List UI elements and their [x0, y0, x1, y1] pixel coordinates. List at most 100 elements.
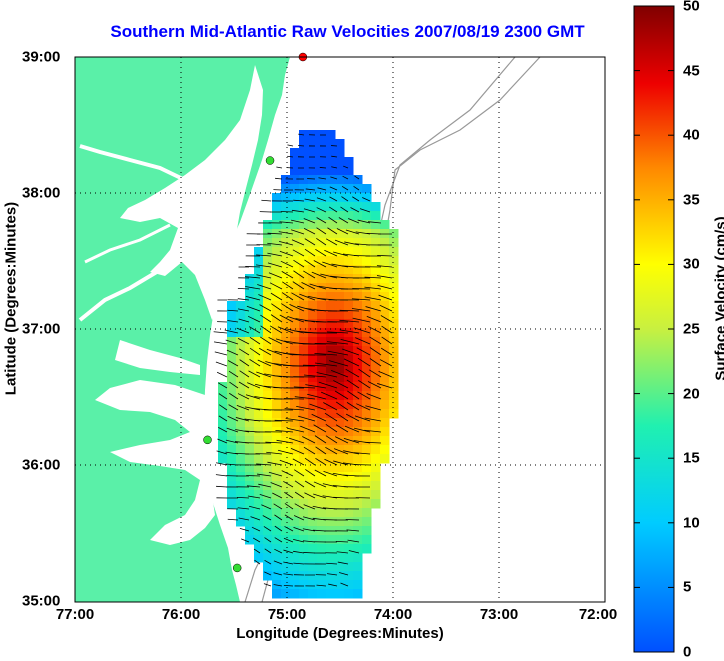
velocity-cell — [326, 544, 336, 554]
velocity-cell — [389, 310, 399, 320]
velocity-cell — [263, 238, 273, 248]
velocity-cell — [290, 400, 300, 410]
velocity-cell — [254, 481, 264, 491]
colorbar-tick: 25 — [683, 321, 700, 338]
velocity-cell — [245, 454, 255, 464]
velocity-vector — [377, 255, 392, 256]
velocity-cell — [371, 463, 381, 473]
velocity-cell — [389, 400, 399, 410]
velocity-cell — [299, 355, 309, 365]
velocity-cell — [362, 418, 372, 428]
velocity-cell — [308, 427, 318, 437]
x-tick: 76:00 — [162, 606, 200, 623]
velocity-cell — [281, 211, 291, 221]
velocity-cell — [299, 373, 309, 383]
velocity-cell — [317, 436, 327, 446]
velocity-cell — [353, 517, 363, 527]
colorbar-tick: 30 — [683, 256, 700, 273]
velocity-cell — [335, 373, 345, 383]
station-marker — [204, 436, 212, 444]
velocity-cell — [317, 562, 327, 572]
velocity-cell — [308, 175, 318, 185]
velocity-cell — [344, 166, 354, 176]
velocity-cell — [353, 202, 363, 212]
velocity-cell — [290, 355, 300, 365]
velocity-cell — [308, 400, 318, 410]
velocity-cell — [335, 418, 345, 428]
velocity-cell — [389, 382, 399, 392]
velocity-cell — [317, 589, 327, 599]
velocity-cell — [218, 409, 228, 419]
velocity-cell — [218, 454, 228, 464]
velocity-cell — [227, 301, 237, 311]
velocity-cell — [362, 301, 372, 311]
velocity-cell — [290, 274, 300, 284]
velocity-cell — [236, 472, 246, 482]
velocity-cell — [326, 310, 336, 320]
station-marker — [233, 564, 241, 572]
velocity-cell — [317, 157, 327, 167]
x-tick: 75:00 — [268, 606, 306, 623]
velocity-cell — [308, 211, 318, 221]
velocity-cell — [362, 499, 372, 509]
colorbar-tick: 45 — [683, 63, 700, 80]
velocity-cell — [389, 292, 399, 302]
y-tick: 39:00 — [22, 49, 60, 66]
velocity-cell — [344, 481, 354, 491]
velocity-cell — [317, 580, 327, 590]
velocity-cell — [245, 364, 255, 374]
velocity-cell — [362, 256, 372, 266]
velocity-cell — [317, 544, 327, 554]
velocity-cell — [371, 472, 381, 482]
velocity-cell — [371, 319, 381, 329]
velocity-cell — [353, 283, 363, 293]
velocity-cell — [245, 409, 255, 419]
velocity-cell — [308, 544, 318, 554]
velocity-cell — [380, 274, 390, 284]
velocity-cell — [218, 436, 228, 446]
velocity-cell — [317, 517, 327, 527]
velocity-cell — [371, 292, 381, 302]
velocity-cell — [245, 310, 255, 320]
velocity-cell — [281, 472, 291, 482]
velocity-cell — [308, 436, 318, 446]
velocity-cell — [263, 274, 273, 284]
velocity-cell — [254, 283, 264, 293]
velocity-cell — [263, 319, 273, 329]
velocity-cell — [245, 337, 255, 347]
velocity-cell — [344, 283, 354, 293]
velocity-cell — [380, 238, 390, 248]
velocity-cell — [389, 247, 399, 257]
velocity-cell — [281, 175, 291, 185]
velocity-cell — [335, 472, 345, 482]
velocity-cell — [353, 508, 363, 518]
velocity-cell — [254, 418, 264, 428]
velocity-cell — [380, 220, 390, 230]
velocity-cell — [236, 373, 246, 383]
velocity-cell — [290, 166, 300, 176]
velocity-cell — [344, 175, 354, 185]
velocity-cell — [353, 355, 363, 365]
velocity-cell — [299, 445, 309, 455]
velocity-cell — [371, 499, 381, 509]
velocity-cell — [299, 166, 309, 176]
velocity-cell — [290, 184, 300, 194]
velocity-cell — [326, 553, 336, 563]
velocity-cell — [299, 157, 309, 167]
velocity-cell — [353, 418, 363, 428]
velocity-cell — [317, 139, 327, 149]
velocity-cell — [299, 238, 309, 248]
velocity-cell — [326, 517, 336, 527]
velocity-cell — [335, 517, 345, 527]
x-tick: 74:00 — [374, 606, 412, 623]
velocity-cell — [227, 481, 237, 491]
velocity-cell — [281, 589, 291, 599]
velocity-cell — [362, 211, 372, 221]
velocity-cell — [389, 238, 399, 248]
velocity-cell — [389, 355, 399, 365]
velocity-cell — [227, 373, 237, 383]
velocity-cell — [299, 535, 309, 545]
velocity-cell — [227, 499, 237, 509]
velocity-cell — [344, 508, 354, 518]
velocity-cell — [245, 535, 255, 545]
